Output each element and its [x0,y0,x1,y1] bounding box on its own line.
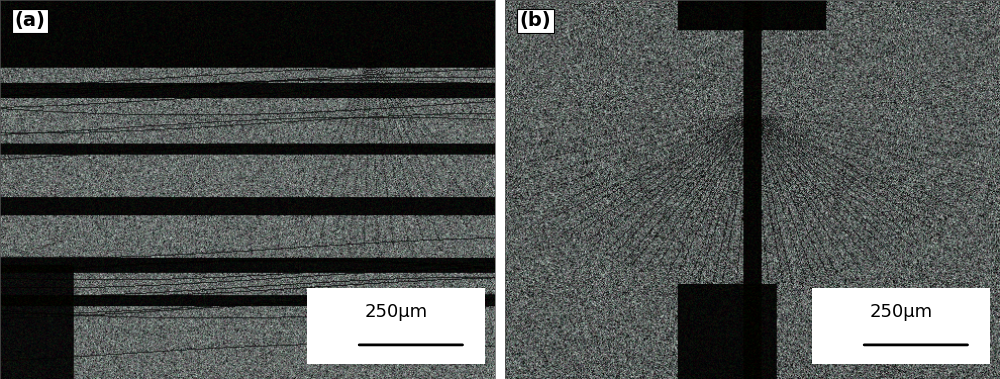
Text: 250μm: 250μm [364,303,428,321]
FancyBboxPatch shape [812,288,990,364]
Text: (b): (b) [520,11,551,30]
Text: (a): (a) [15,11,46,30]
FancyBboxPatch shape [307,288,485,364]
Text: 250μm: 250μm [869,303,933,321]
